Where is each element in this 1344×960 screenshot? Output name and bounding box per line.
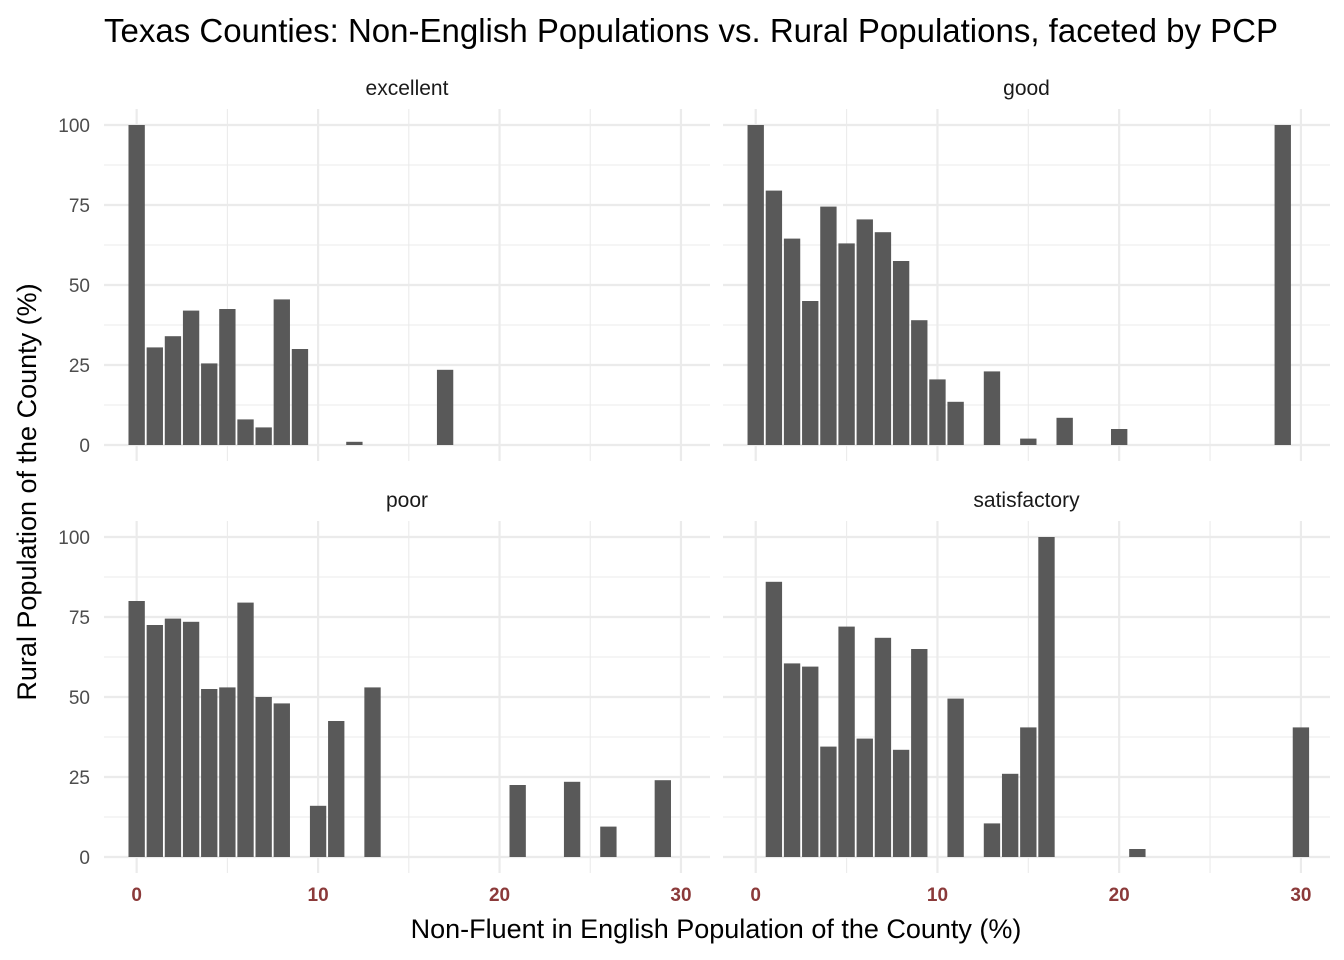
bar — [182, 310, 200, 445]
x-tick-label: 0 — [131, 885, 142, 906]
bar — [747, 125, 764, 445]
x-tick-label: 10 — [927, 885, 948, 906]
bar — [947, 401, 964, 445]
x-tick-label: 20 — [1109, 885, 1130, 906]
bar — [436, 369, 454, 445]
y-tick-label: 75 — [69, 196, 90, 217]
facet-panel-satisfactory: satisfactory 0 10 20 30 — [723, 489, 1330, 906]
bar — [164, 336, 182, 445]
bar — [1056, 417, 1073, 445]
bar — [874, 232, 892, 445]
y-axis-title: Rural Population of the County (%) — [12, 283, 42, 700]
bar — [783, 238, 801, 445]
bar — [328, 721, 345, 857]
bar — [1020, 727, 1037, 857]
bar — [509, 785, 526, 857]
y-tick-label: 50 — [69, 688, 90, 709]
bar — [201, 363, 218, 445]
bar — [1292, 727, 1310, 857]
bar — [146, 625, 163, 857]
bar — [346, 441, 363, 445]
bar — [273, 703, 290, 857]
y-tick-label: 100 — [58, 116, 90, 137]
bar — [892, 749, 910, 857]
bar — [983, 371, 1001, 445]
facet-strip-label: good — [1003, 77, 1050, 100]
bar — [273, 299, 290, 445]
bar — [765, 190, 783, 445]
bar — [255, 697, 272, 857]
bar — [654, 780, 671, 857]
chart-title: Texas Counties: Non-English Populations … — [104, 12, 1278, 49]
bar — [802, 301, 819, 445]
bar — [128, 601, 145, 857]
bar — [838, 626, 855, 857]
facet-panel-good: good — [723, 77, 1330, 461]
bar — [1111, 429, 1128, 445]
bar — [911, 649, 928, 857]
y-tick-label: 100 — [58, 528, 90, 549]
bar — [820, 206, 837, 445]
x-tick-label: 30 — [1290, 885, 1311, 906]
bar — [911, 320, 928, 445]
bar — [600, 826, 617, 857]
bar — [201, 689, 218, 857]
y-tick-label: 75 — [69, 608, 90, 629]
bar — [309, 805, 327, 857]
facet-strip-label: satisfactory — [973, 489, 1080, 512]
bar — [219, 309, 236, 445]
bar — [947, 698, 964, 857]
bar — [1129, 849, 1146, 857]
y-tick-label: 25 — [69, 356, 90, 377]
bar — [255, 427, 272, 445]
bar — [128, 125, 145, 445]
bar — [146, 347, 163, 445]
bar — [783, 663, 801, 857]
x-axis-title: Non-Fluent in English Population of the … — [411, 914, 1022, 944]
bar — [802, 666, 819, 857]
bar — [856, 219, 873, 445]
bar — [838, 243, 855, 445]
y-tick-label: 0 — [79, 436, 90, 457]
y-tick-label: 50 — [69, 276, 90, 297]
facet-strip-label: poor — [386, 489, 428, 512]
bar — [291, 349, 309, 445]
x-tick-label: 0 — [750, 885, 761, 906]
x-tick-label: 30 — [670, 885, 691, 906]
y-tick-label: 0 — [79, 848, 90, 869]
bar — [874, 637, 892, 857]
bar — [929, 379, 946, 445]
bar — [820, 746, 837, 857]
bar — [219, 687, 236, 857]
bar — [983, 823, 1001, 857]
bar — [856, 738, 873, 857]
bar — [237, 602, 254, 857]
bar — [563, 781, 581, 857]
bar — [364, 687, 381, 857]
bar — [892, 261, 910, 445]
bar — [182, 621, 200, 857]
bar — [1001, 773, 1019, 857]
bar — [765, 581, 783, 857]
bar — [1274, 125, 1291, 445]
bar — [1020, 438, 1037, 445]
x-tick-label: 10 — [308, 885, 329, 906]
bar — [237, 419, 254, 445]
facet-panel-poor: poor 0 25 50 75 100 0 10 20 30 — [58, 489, 710, 906]
y-tick-label: 25 — [69, 768, 90, 789]
bar — [164, 618, 182, 857]
facet-panel-excellent: excellent 0 25 50 75 100 — [58, 77, 710, 461]
bar — [1038, 537, 1055, 857]
x-tick-label: 20 — [489, 885, 510, 906]
facet-strip-label: excellent — [366, 77, 449, 100]
